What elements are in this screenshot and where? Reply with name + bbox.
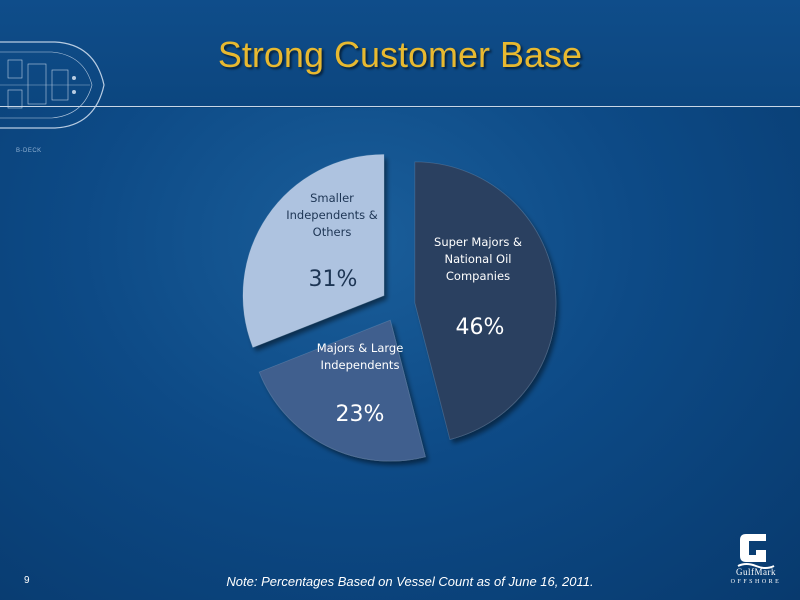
slice-value-smaller-independents: 31%: [309, 267, 358, 292]
page-number: 9: [24, 575, 30, 586]
deck-label: B-DECK: [16, 148, 42, 154]
slide-title: Strong Customer Base: [217, 34, 583, 75]
slice-label-super-majors: Super Majors & National Oil Companies: [434, 235, 522, 283]
vessel-blueprint-icon: [0, 41, 105, 129]
header-rule: [0, 106, 800, 107]
logo-sub: OFFSHORE: [730, 579, 782, 585]
pie-slice-majors-large: [258, 319, 426, 462]
pie-slice-super-majors: [414, 161, 557, 440]
pie-slice-smaller-independents: [242, 154, 385, 348]
slice-label-majors-large: Majors & Large Independents: [317, 341, 404, 372]
header-band: [0, 0, 800, 108]
gulfmark-g-logo-icon: [737, 534, 775, 569]
slice-value-super-majors: 46%: [456, 315, 505, 340]
footnote: Note: Percentages Based on Vessel Count …: [226, 574, 594, 589]
slice-value-majors-large: 23%: [336, 402, 385, 427]
slice-label-smaller-independents: Smaller Independents & Others: [286, 191, 378, 239]
logo-name: GulfMark: [736, 567, 776, 577]
